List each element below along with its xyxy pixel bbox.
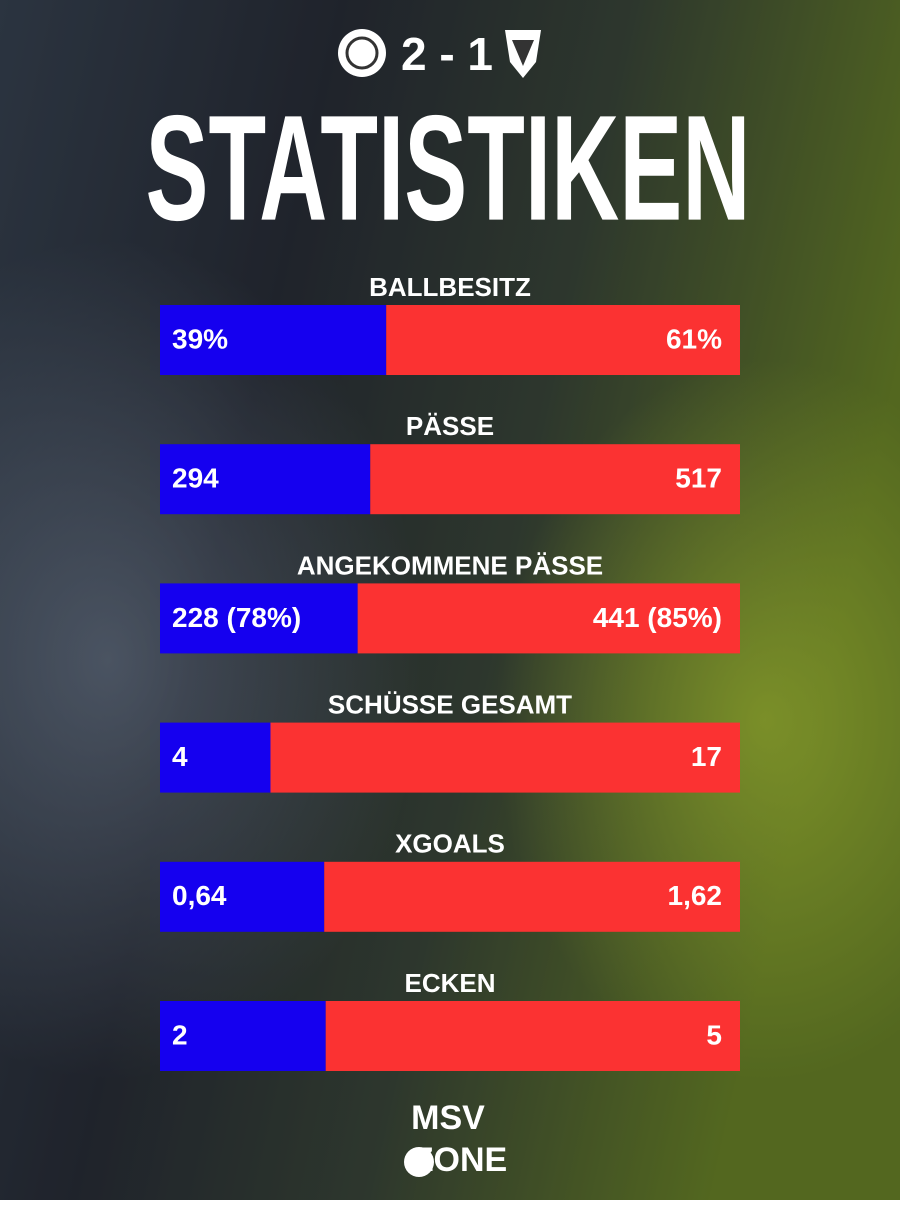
- category-label: PÄSSE: [406, 411, 494, 441]
- category-label: ANGEKOMMENE PÄSSE: [297, 550, 603, 580]
- value-label: 39%: [172, 323, 228, 354]
- bar-away: [386, 305, 740, 375]
- score: 2 - 1: [401, 28, 493, 80]
- value-label: 294: [172, 463, 219, 494]
- value-label: 1,62: [668, 880, 723, 911]
- category-label: ECKEN: [404, 968, 495, 998]
- brand: MSV: [411, 1099, 485, 1137]
- category-label: BALLBESITZ: [369, 272, 531, 302]
- value-label: 5: [706, 1019, 722, 1050]
- value-label: 61%: [666, 323, 722, 354]
- value-label: 441 (85%): [593, 602, 722, 633]
- category-label: XGOALS: [395, 829, 505, 859]
- brand-icon: [404, 1147, 434, 1177]
- bar-away: [270, 722, 740, 793]
- bar-away: [370, 444, 740, 515]
- bar-home: [160, 444, 371, 515]
- category-label: SCHÜSSE GESAMT: [328, 689, 572, 719]
- chart-title: STATISTIKEN: [146, 84, 751, 252]
- home-logo: [338, 29, 386, 77]
- bar-away: [325, 1001, 740, 1071]
- bar-home: [160, 722, 271, 793]
- bar-home: [160, 583, 358, 654]
- bar-home: [160, 305, 387, 375]
- away-logo: [505, 30, 541, 78]
- value-label: 228 (78%): [172, 602, 301, 633]
- bar-home: [160, 861, 325, 932]
- value-label: 517: [675, 463, 722, 494]
- value-label: 17: [691, 741, 722, 772]
- bar-away: [357, 583, 740, 654]
- bar-home: [160, 1001, 326, 1071]
- bar-away: [324, 861, 740, 932]
- value-label: 2: [172, 1019, 188, 1050]
- value-label: 0,64: [172, 880, 227, 911]
- value-label: 4: [172, 741, 188, 772]
